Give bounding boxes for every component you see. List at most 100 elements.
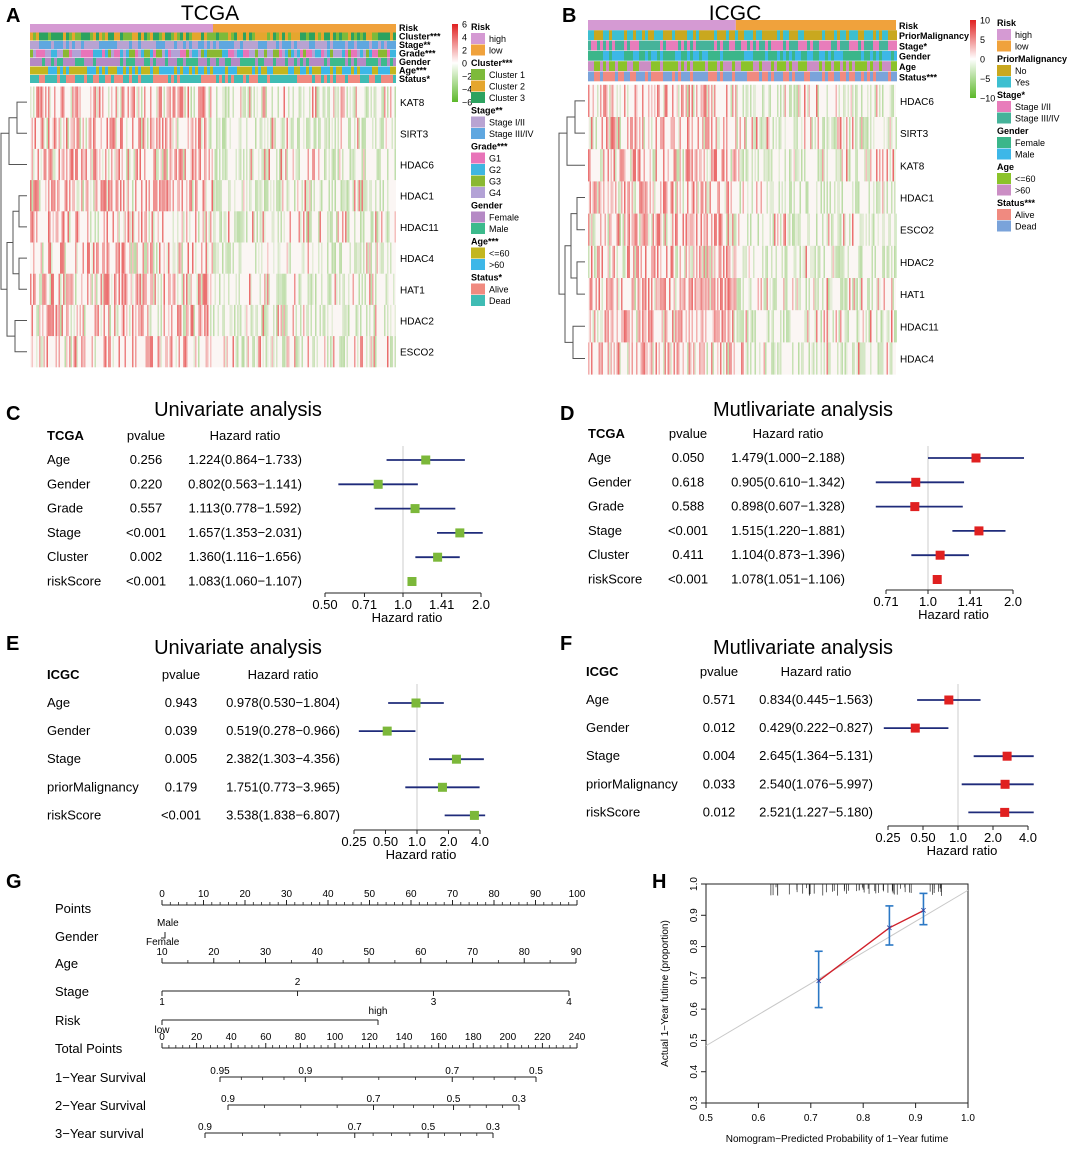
annotation-segment xyxy=(147,66,150,75)
panel-letter: E xyxy=(6,633,19,655)
annotation-segment xyxy=(738,50,741,61)
variable-label: riskScore xyxy=(47,574,101,589)
annotation-segment xyxy=(174,58,177,66)
pvalue-label: <0.001 xyxy=(668,572,708,587)
annotation-segment xyxy=(615,40,618,51)
legend-swatch xyxy=(471,152,485,164)
annotation-segment xyxy=(273,49,276,58)
annotation-segment xyxy=(825,40,828,51)
annotation-segment xyxy=(621,30,624,41)
legend-label: Female xyxy=(1015,138,1045,148)
nomogram-tick-label: 1 xyxy=(159,997,165,1008)
annotation-segment xyxy=(822,61,825,71)
annotation-segment xyxy=(162,32,165,41)
annotation-segment xyxy=(273,41,276,49)
annotation-segment xyxy=(807,40,810,51)
annotation-segment xyxy=(816,40,819,51)
annotation-segment xyxy=(51,75,54,83)
annotation-segment xyxy=(675,71,678,82)
annotation-segment xyxy=(150,41,153,49)
annotation-segment xyxy=(90,66,93,75)
annotation-segment xyxy=(858,30,861,41)
annotation-segment xyxy=(159,58,162,66)
annotation-segment xyxy=(873,61,876,71)
annotation-segment xyxy=(216,58,219,66)
annotation-segment xyxy=(618,40,621,51)
annotation-segment xyxy=(288,75,291,83)
annotation-segment xyxy=(846,61,849,71)
annotation-segment xyxy=(594,61,597,71)
y-tick-label: 0.7 xyxy=(689,970,700,984)
annotation-segment xyxy=(342,75,345,83)
annotation-segment xyxy=(663,71,666,82)
annotation-segment xyxy=(789,61,792,71)
annotation-segment xyxy=(330,58,333,66)
annotation-segment xyxy=(621,61,624,71)
annotation-segment xyxy=(840,61,843,71)
annotation-segment xyxy=(141,75,144,83)
annotation-segment xyxy=(765,50,768,61)
annotation-segment xyxy=(180,32,183,41)
nomogram-row-label: Age xyxy=(55,956,78,971)
hr-marker-riskscore xyxy=(469,810,479,820)
annotation-segment xyxy=(702,61,705,71)
annotation-segment xyxy=(327,32,330,41)
annotation-segment xyxy=(330,41,333,49)
nomogram-tick-label: 0.9 xyxy=(221,1094,235,1105)
annotation-segment xyxy=(879,30,882,41)
annotation-segment xyxy=(591,50,594,61)
annotation-segment xyxy=(723,71,726,82)
annotation-segment xyxy=(681,30,684,41)
annotation-segment xyxy=(606,61,609,71)
annotation-segment xyxy=(372,58,375,66)
annotation-segment xyxy=(861,61,864,71)
pvalue-label: 0.005 xyxy=(165,751,198,766)
annotation-segment xyxy=(840,50,843,61)
hazard-ratio-label: 0.802(0.563−1.141) xyxy=(188,476,302,491)
annotation-segment xyxy=(183,41,186,49)
annotation-segment xyxy=(717,40,720,51)
annotation-segment xyxy=(171,32,174,41)
annotation-segment xyxy=(333,32,336,41)
annotation-segment xyxy=(171,66,174,75)
annotation-segment xyxy=(837,71,840,82)
annotation-segment xyxy=(894,50,897,61)
annotation-segment xyxy=(843,61,846,71)
annotation-segment xyxy=(126,75,129,83)
annotation-segment xyxy=(813,40,816,51)
annotation-segment xyxy=(51,41,54,49)
annotation-segment xyxy=(225,75,228,83)
annotation-segment xyxy=(798,61,801,71)
annotation-segment xyxy=(96,75,99,83)
annotation-segment xyxy=(99,41,102,49)
legend-group-age: Age***<=60>60 xyxy=(471,237,510,270)
annotation-segment xyxy=(189,66,192,75)
annotation-segment xyxy=(114,58,117,66)
x-axis-label: Nomogram−Predicted Probability of 1−Year… xyxy=(726,1134,949,1145)
annotation-segment xyxy=(630,50,633,61)
annotation-segment xyxy=(387,41,390,49)
annotation-segment xyxy=(126,49,129,58)
annotation-segment xyxy=(615,30,618,41)
annotation-segment xyxy=(363,58,366,66)
annotation-segment xyxy=(273,58,276,66)
annotation-segment xyxy=(219,41,222,49)
annotation-segment xyxy=(156,32,159,41)
x-tick-label: 1.0 xyxy=(961,1113,975,1124)
annotation-segment xyxy=(48,58,51,66)
annotation-segment xyxy=(810,50,813,61)
gene-label: SIRT3 xyxy=(400,129,429,140)
nomogram-tick-label: 0.7 xyxy=(367,1094,381,1105)
heatmap-row-hat1 xyxy=(30,273,395,305)
annotation-segment xyxy=(378,75,381,83)
annotation-segment xyxy=(855,50,858,61)
annotation-segment xyxy=(810,30,813,41)
annotation-segment xyxy=(771,61,774,71)
annotation-segment xyxy=(135,75,138,83)
column-header-pvalue: pvalue xyxy=(162,667,200,682)
column-header-hazard-ratio: Hazard ratio xyxy=(248,667,319,682)
hr-marker-grade xyxy=(910,502,920,512)
annotation-segment xyxy=(312,58,315,66)
